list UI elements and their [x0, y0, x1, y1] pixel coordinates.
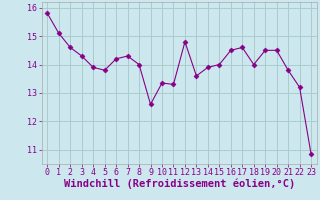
X-axis label: Windchill (Refroidissement éolien,°C): Windchill (Refroidissement éolien,°C): [64, 179, 295, 189]
